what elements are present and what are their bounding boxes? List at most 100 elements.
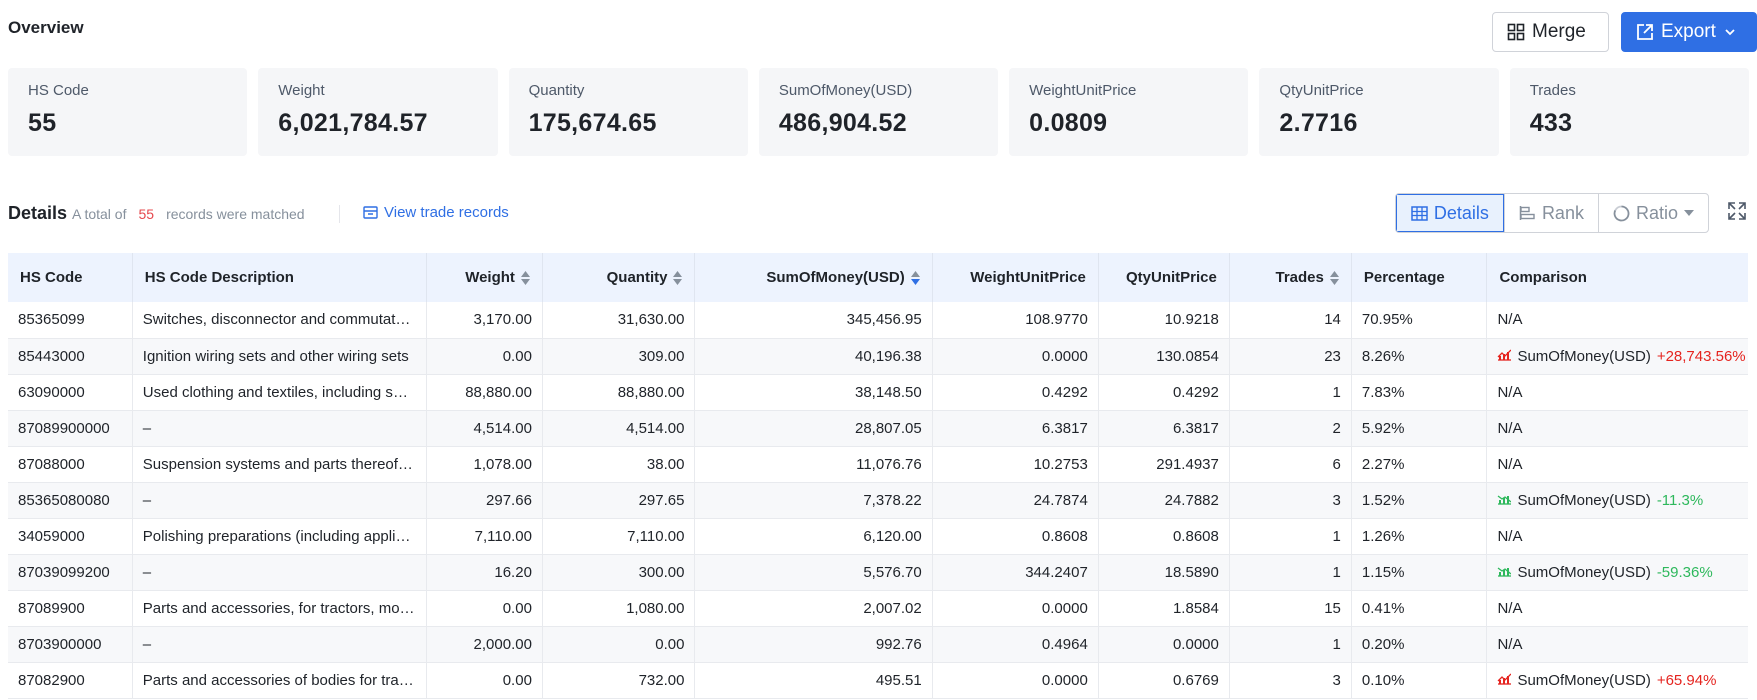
cell-weight-unit-price: 0.0000 — [932, 338, 1099, 375]
cell-quantity: 297.65 — [542, 482, 696, 519]
cell-comparison: N/A — [1486, 374, 1748, 411]
header-label: Trades — [1275, 269, 1324, 286]
cell-qty-unit-price: 18.5890 — [1098, 554, 1230, 591]
header-description[interactable]: HS Code Description — [132, 253, 427, 302]
header-quantity[interactable]: Quantity — [542, 253, 696, 302]
header-comparison[interactable]: Comparison — [1486, 253, 1748, 302]
merge-button[interactable]: Merge — [1492, 12, 1609, 52]
header-label: WeightUnitPrice — [970, 269, 1086, 286]
cell-hs-code[interactable]: 87088000 — [8, 446, 133, 483]
records-suffix: records were matched — [166, 206, 305, 222]
header-sum-of-money[interactable]: SumOfMoney(USD) — [694, 253, 933, 302]
table-row[interactable]: 85365080080–297.66 297.65 7,378.22 24.7874 2… — [8, 482, 1748, 519]
stat-hs-code: HS Code 55 — [8, 68, 248, 156]
cell-qty-unit-price: 0.8608 — [1098, 518, 1230, 555]
sort-icon[interactable] — [1329, 271, 1339, 286]
cell-quantity: 1,080.00 — [542, 590, 696, 627]
table-row[interactable]: 85365099 Switches, disconnector and commu… — [8, 302, 1748, 339]
cell-trades: 3 — [1229, 482, 1352, 519]
table-row[interactable]: 87088000 Suspension systems and parts the… — [8, 446, 1748, 483]
tab-ratio-label: Ratio — [1635, 202, 1678, 223]
header-hs-code[interactable]: HS Code — [8, 253, 133, 302]
cell-comparison: N/A — [1486, 446, 1748, 483]
comparison-metric: SumOfMoney(USD) — [1517, 491, 1651, 509]
cell-hs-code[interactable]: 8703900000 — [8, 626, 133, 663]
cell-hs-code[interactable]: 85443000 — [8, 338, 133, 375]
tab-details[interactable]: Details — [1395, 194, 1504, 232]
rank-icon — [1519, 206, 1535, 220]
table-row[interactable]: 34059000 Polishing preparations (includin… — [8, 518, 1748, 555]
merge-icon — [1507, 23, 1525, 41]
sort-icon[interactable] — [520, 271, 530, 286]
records-count: 55 — [138, 206, 155, 222]
sort-icon[interactable] — [673, 271, 683, 286]
header-label: SumOfMoney(USD) — [766, 269, 905, 286]
cell-percentage: 2.27% — [1351, 446, 1488, 483]
table-row[interactable]: 87089900000–4,514.00 4,514.00 28,807.05 6.3… — [8, 410, 1748, 447]
cell-comparison: N/A — [1486, 410, 1748, 447]
cell-weight-unit-price: 10.2753 — [932, 446, 1099, 483]
table-row[interactable]: 87039099200–16.20 300.00 5,576.70 344.2407 1… — [8, 554, 1748, 591]
records-prefix: A total of — [72, 206, 127, 222]
header-label: HS Code Description — [144, 269, 294, 286]
cell-quantity: 732.00 — [542, 662, 696, 699]
header-weight[interactable]: Weight — [426, 253, 543, 302]
cell-trades: 1 — [1229, 518, 1352, 555]
sort-desc-icon[interactable] — [910, 271, 920, 286]
cell-description: – — [132, 482, 427, 519]
cell-hs-code[interactable]: 63090000 — [8, 374, 133, 411]
header-percentage[interactable]: Percentage — [1351, 253, 1488, 302]
tab-ratio[interactable]: Ratio — [1597, 194, 1708, 232]
cell-weight: 3,170.00 — [426, 302, 543, 339]
trend-up-icon — [1497, 672, 1512, 689]
cell-weight: 7,110.00 — [426, 518, 543, 555]
cell-hs-code[interactable]: 87082900 — [8, 662, 133, 699]
header-weight-unit-price[interactable]: WeightUnitPrice — [932, 253, 1099, 302]
cell-description: – — [132, 554, 427, 591]
header-qty-unit-price[interactable]: QtyUnitPrice — [1098, 253, 1230, 302]
cell-quantity: 7,110.00 — [542, 518, 696, 555]
comparison-change: +65.94% — [1656, 671, 1717, 689]
cell-qty-unit-price: 24.7882 — [1098, 482, 1230, 519]
cell-qty-unit-price: 6.3817 — [1098, 410, 1230, 447]
cell-sum-of-money: 495.51 — [694, 662, 933, 699]
table-row[interactable]: 85443000 Ignition wiring sets and other w… — [8, 338, 1748, 375]
header-trades[interactable]: Trades — [1229, 253, 1352, 302]
tab-rank[interactable]: Rank — [1503, 194, 1598, 232]
records-icon — [363, 206, 378, 219]
stat-label: Quantity — [528, 82, 585, 99]
cell-weight: 0.00 — [426, 662, 543, 699]
cell-sum-of-money: 40,196.38 — [694, 338, 933, 375]
table-row[interactable]: 63090000 Used clothing and textiles, incl… — [8, 374, 1748, 411]
cell-weight-unit-price: 24.7874 — [932, 482, 1099, 519]
fullscreen-icon[interactable] — [1727, 201, 1747, 224]
table-row[interactable]: 87089900 Parts and accessories, for tract… — [8, 590, 1748, 627]
table-row[interactable]: 87082900 Parts and accessories of bodies … — [8, 662, 1748, 699]
cell-weight: 0.00 — [426, 590, 543, 627]
cell-hs-code[interactable]: 87089900000 — [8, 410, 133, 447]
cell-hs-code[interactable]: 87089900 — [8, 590, 133, 627]
cell-sum-of-money: 38,148.50 — [694, 374, 933, 411]
cell-hs-code[interactable]: 34059000 — [8, 518, 133, 555]
stat-value: 55 — [28, 109, 57, 137]
cell-hs-code[interactable]: 85365080080 — [8, 482, 133, 519]
stat-label: HS Code — [28, 82, 89, 99]
stat-quantity: Quantity 175,674.65 — [508, 68, 748, 156]
table-row[interactable]: 8703900000–2,000.00 0.00 992.76 0.4964 0.000… — [8, 626, 1748, 663]
cell-qty-unit-price: 0.4292 — [1098, 374, 1230, 411]
cell-trades: 15 — [1229, 590, 1352, 627]
export-button[interactable]: Export — [1621, 12, 1757, 52]
cell-trades: 14 — [1229, 302, 1352, 339]
comparison-metric: SumOfMoney(USD) — [1517, 563, 1651, 581]
cell-qty-unit-price: 291.4937 — [1098, 446, 1230, 483]
cell-hs-code[interactable]: 87039099200 — [8, 554, 133, 591]
cell-trades: 1 — [1229, 626, 1352, 663]
comparison-metric: SumOfMoney(USD) — [1517, 671, 1651, 689]
cell-hs-code[interactable]: 85365099 — [8, 302, 133, 339]
cell-sum-of-money: 28,807.05 — [694, 410, 933, 447]
stat-label: Weight — [278, 82, 325, 99]
comparison-value: N/A — [1497, 383, 1523, 401]
cell-sum-of-money: 5,576.70 — [694, 554, 933, 591]
cell-weight: 4,514.00 — [426, 410, 543, 447]
view-trade-records-link[interactable]: View trade records — [363, 204, 509, 221]
